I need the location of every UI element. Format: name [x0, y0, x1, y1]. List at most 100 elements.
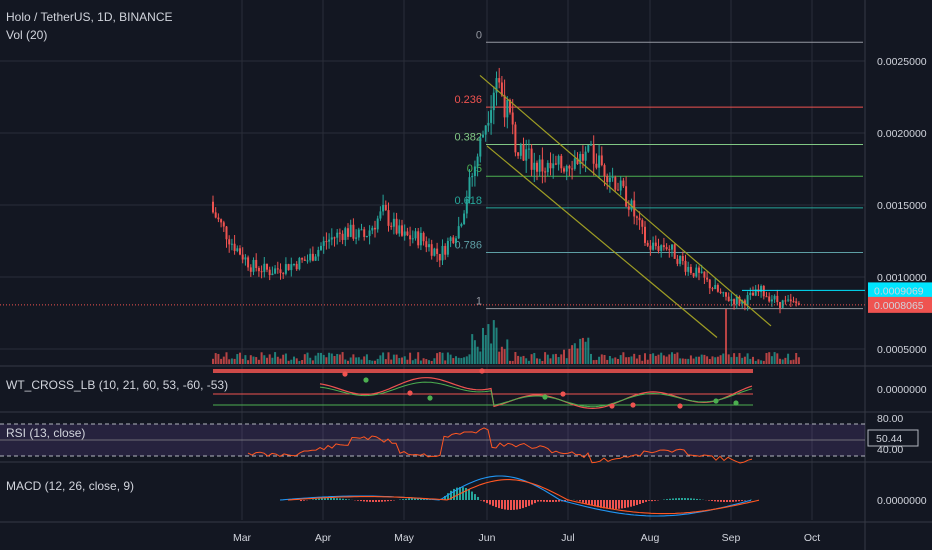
candle-body [598, 155, 601, 168]
candle-body [406, 231, 409, 236]
wt-cross-dot [560, 391, 566, 397]
volume-bar [546, 354, 549, 364]
volume-bar [290, 359, 293, 364]
fib-level-label: 0.236 [454, 94, 482, 106]
candle-body [271, 273, 274, 276]
candle-body [752, 292, 754, 296]
volume-bar [762, 360, 765, 364]
volume-bar [390, 359, 393, 364]
volume-bar [770, 356, 773, 364]
volume-bar [668, 354, 671, 364]
volume-bar [773, 352, 776, 364]
candle-body [325, 241, 328, 243]
candle-body [638, 217, 641, 221]
volume-bar [722, 353, 725, 364]
candle-body [449, 237, 452, 241]
candle-body [679, 256, 682, 264]
volume-bar [444, 360, 447, 364]
volume-bar [230, 358, 233, 364]
candle-body [541, 159, 544, 172]
volume-bar [727, 354, 730, 364]
macd-histogram-bar [495, 500, 497, 508]
macd-histogram-bar [483, 500, 485, 502]
volume-bar [749, 358, 752, 364]
candle-body [784, 300, 787, 302]
candle-body [760, 285, 763, 292]
candle-body [557, 155, 560, 165]
macd-histogram-bar [471, 491, 473, 500]
volume-bar [765, 353, 768, 364]
macd-histogram-bar [534, 500, 536, 504]
volume-bar [743, 356, 746, 364]
macd-histogram-bar [630, 500, 632, 507]
candle-body [401, 225, 403, 236]
candle-body [584, 151, 587, 161]
candle-body [352, 224, 355, 239]
macd-histogram-bar [489, 500, 491, 505]
candle-body [787, 299, 790, 301]
macd-histogram-bar [321, 498, 323, 500]
volume-bar [576, 348, 579, 364]
descending-channel[interactable] [0, 74, 865, 338]
macd-histogram-bar [504, 500, 506, 510]
candle-body [527, 148, 530, 150]
candle-body [212, 201, 214, 213]
volume-bar [776, 353, 779, 364]
volume-bar [644, 353, 646, 364]
candle-body [511, 112, 514, 125]
candle-body [587, 145, 590, 152]
volume-bar [414, 358, 417, 364]
candle-body [214, 212, 217, 218]
macd-histogram-bar [318, 498, 320, 500]
candle-body [514, 124, 517, 153]
macd-histogram-bar [447, 493, 449, 500]
candle-body [333, 237, 336, 239]
volume-bar [392, 354, 395, 364]
candle-body [560, 155, 563, 169]
volume-bar [225, 352, 228, 364]
volume-bar [733, 353, 736, 364]
macd-histogram-bar [405, 498, 407, 500]
volume-bar [279, 358, 282, 364]
macd-line [279, 475, 752, 517]
candle-body [290, 264, 293, 271]
volume-bar [662, 355, 665, 364]
candle-body [498, 78, 501, 83]
candle-body [554, 163, 557, 165]
macd-histogram-bar [492, 500, 494, 506]
candle-body [287, 264, 290, 271]
candle-body [225, 226, 228, 240]
volume-bar [271, 357, 274, 364]
wt-cross-dot [713, 398, 719, 404]
candle-body [220, 219, 223, 223]
macd-histogram-bar [645, 500, 647, 502]
volume-bar [482, 327, 484, 364]
volume-bar [687, 358, 690, 364]
macd-histogram-bar [621, 500, 623, 509]
volume-bar [646, 359, 649, 364]
macd-histogram-bar [402, 499, 404, 500]
volume-bar [514, 352, 517, 364]
volume-bar [325, 357, 328, 364]
candle-body [530, 148, 533, 170]
volume-bar [625, 357, 628, 364]
candle-body [519, 144, 522, 156]
volume-bar [627, 357, 630, 364]
candle-body [446, 240, 449, 255]
macd-histogram-bar [540, 500, 542, 502]
volume-bar [403, 356, 406, 364]
channel-upper-line [479, 74, 772, 327]
candle-body [573, 158, 576, 169]
volume-bar [263, 355, 266, 364]
candle-body [622, 180, 625, 187]
candle-body [241, 254, 244, 260]
volume-bar [676, 352, 679, 364]
volume-bar [239, 352, 241, 364]
macd-histogram-bar [303, 500, 305, 501]
candle-body [403, 231, 406, 236]
macd-histogram-bar [519, 500, 521, 509]
macd-histogram-bar [378, 500, 380, 502]
macd-histogram-bar [528, 500, 530, 506]
